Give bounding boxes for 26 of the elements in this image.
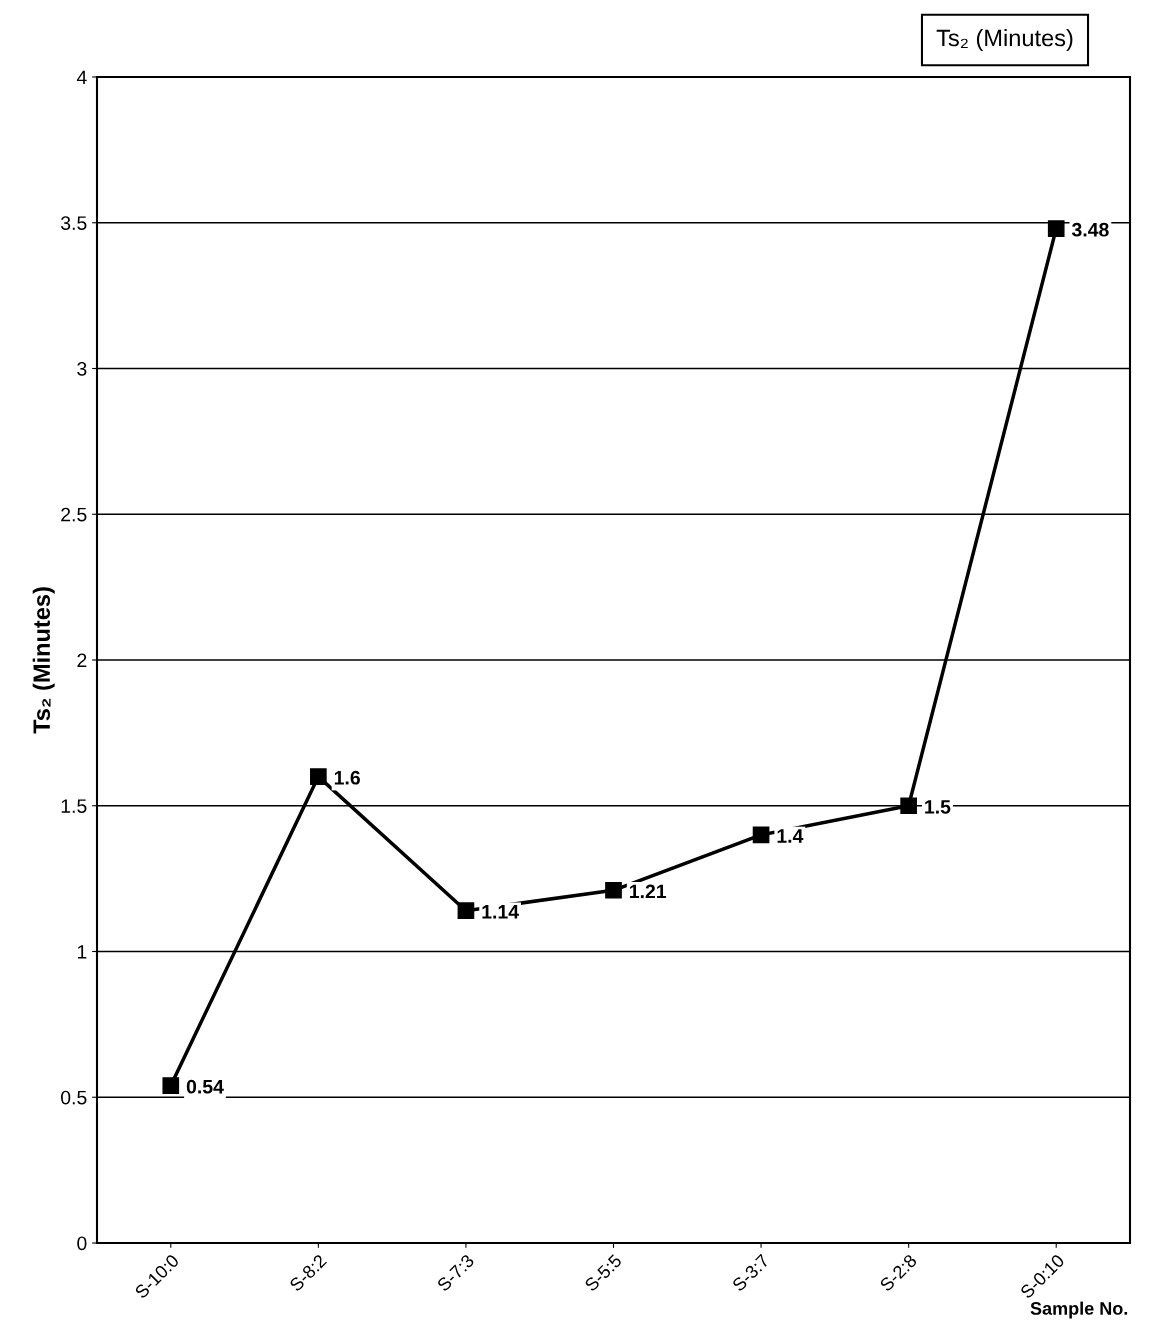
y-tick-label: 1 [77, 945, 87, 959]
data-label: 1.4 [777, 829, 804, 843]
x-axis-title: Sample No. [1030, 1301, 1128, 1319]
point [900, 797, 917, 815]
point [1047, 220, 1065, 237]
point [605, 881, 622, 899]
data-label: 1.6 [334, 770, 360, 785]
y-tick-label: 0 [77, 1236, 87, 1251]
data-label: 1.21 [630, 884, 667, 899]
point [310, 768, 327, 785]
y-tick-label: 0.5 [61, 1090, 87, 1105]
chart-title: Ts₂ (Minutes) [936, 29, 1073, 51]
point [457, 902, 475, 920]
point [162, 1077, 180, 1094]
data-label: 1.14 [482, 905, 519, 919]
y-tick-label: 4 [76, 70, 87, 85]
y-tick-label: 2 [77, 653, 87, 668]
data-label: 1.5 [925, 800, 951, 814]
y-tick-label: 3 [77, 361, 87, 376]
y-tick-label: 3.5 [60, 216, 87, 230]
point [752, 826, 770, 844]
y-axis-title: Ts₂ (Minutes) [32, 587, 55, 734]
y-tick-label: 2.5 [61, 507, 87, 522]
data-label: 3.48 [1071, 222, 1109, 237]
data-label: 0.54 [186, 1079, 224, 1094]
y-tick-label: 1.5 [61, 799, 87, 813]
